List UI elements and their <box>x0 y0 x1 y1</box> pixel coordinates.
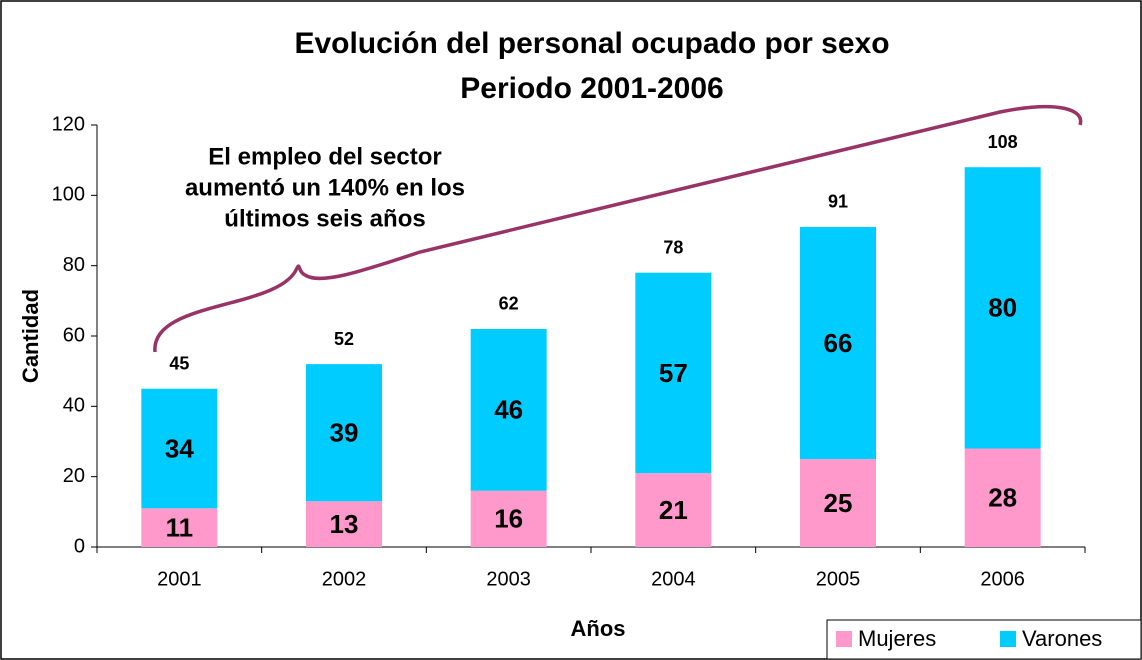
bar-segment <box>635 272 712 474</box>
x-tick-label: 2006 <box>980 568 1025 590</box>
x-tick-label: 2002 <box>322 568 367 590</box>
total-label: 78 <box>663 237 683 257</box>
data-label: 16 <box>494 504 523 534</box>
y-tick-label: 60 <box>63 324 85 346</box>
y-tick-label: 80 <box>63 254 85 276</box>
y-tick-label: 40 <box>63 395 85 417</box>
bar-segment <box>306 364 382 502</box>
chart-title: Evolución del personal ocupado por sexo <box>294 27 889 60</box>
data-label: 28 <box>988 483 1017 513</box>
x-tick-label: 2005 <box>816 568 861 590</box>
annotation: aumentó un 140% en los <box>185 174 465 201</box>
bar-segment <box>141 508 218 547</box>
total-label: 52 <box>334 329 354 349</box>
data-label: 25 <box>824 488 853 518</box>
data-label: 11 <box>166 513 194 543</box>
bar-segment <box>964 167 1041 449</box>
bar-segment <box>141 388 218 509</box>
bar-segment <box>635 473 712 547</box>
x-axis-label: Años <box>571 616 626 641</box>
y-tick-label: 20 <box>63 465 85 487</box>
data-label: 13 <box>330 509 359 539</box>
bar-segment <box>470 490 547 547</box>
data-label: 34 <box>165 433 194 463</box>
data-label: 66 <box>824 328 853 358</box>
legend-swatch <box>836 631 852 647</box>
y-tick-label: 0 <box>74 535 85 557</box>
y-tick-label: 120 <box>52 113 85 135</box>
bar-segment <box>800 226 876 460</box>
y-axis-label: Cantidad <box>18 289 43 383</box>
data-label: 21 <box>659 495 688 525</box>
x-tick-label: 2001 <box>157 568 202 590</box>
chart-subtitle: Periodo 2001-2006 <box>460 72 723 105</box>
annotation: últimos seis años <box>224 205 425 232</box>
data-label: 57 <box>659 358 688 388</box>
x-tick-label: 2003 <box>486 568 531 590</box>
data-label: 46 <box>494 395 523 425</box>
bar-segment <box>800 459 876 547</box>
x-tick-label: 2004 <box>651 568 696 590</box>
data-label: 39 <box>330 418 359 448</box>
annotation: El empleo del sector <box>208 143 441 170</box>
legend-label: Mujeres <box>858 626 936 651</box>
total-label: 91 <box>828 192 848 212</box>
total-label: 45 <box>169 354 189 374</box>
total-label: 62 <box>499 294 519 314</box>
legend-swatch <box>1000 631 1016 647</box>
data-label: 80 <box>988 293 1017 323</box>
y-tick-label: 100 <box>52 184 85 206</box>
legend-box <box>826 619 1142 660</box>
total-label: 108 <box>988 132 1018 152</box>
bar-segment <box>306 501 382 547</box>
legend-label: Varones <box>1022 626 1102 651</box>
bar-segment <box>964 448 1041 547</box>
brace <box>153 104 1083 353</box>
bar-segment <box>470 328 547 491</box>
